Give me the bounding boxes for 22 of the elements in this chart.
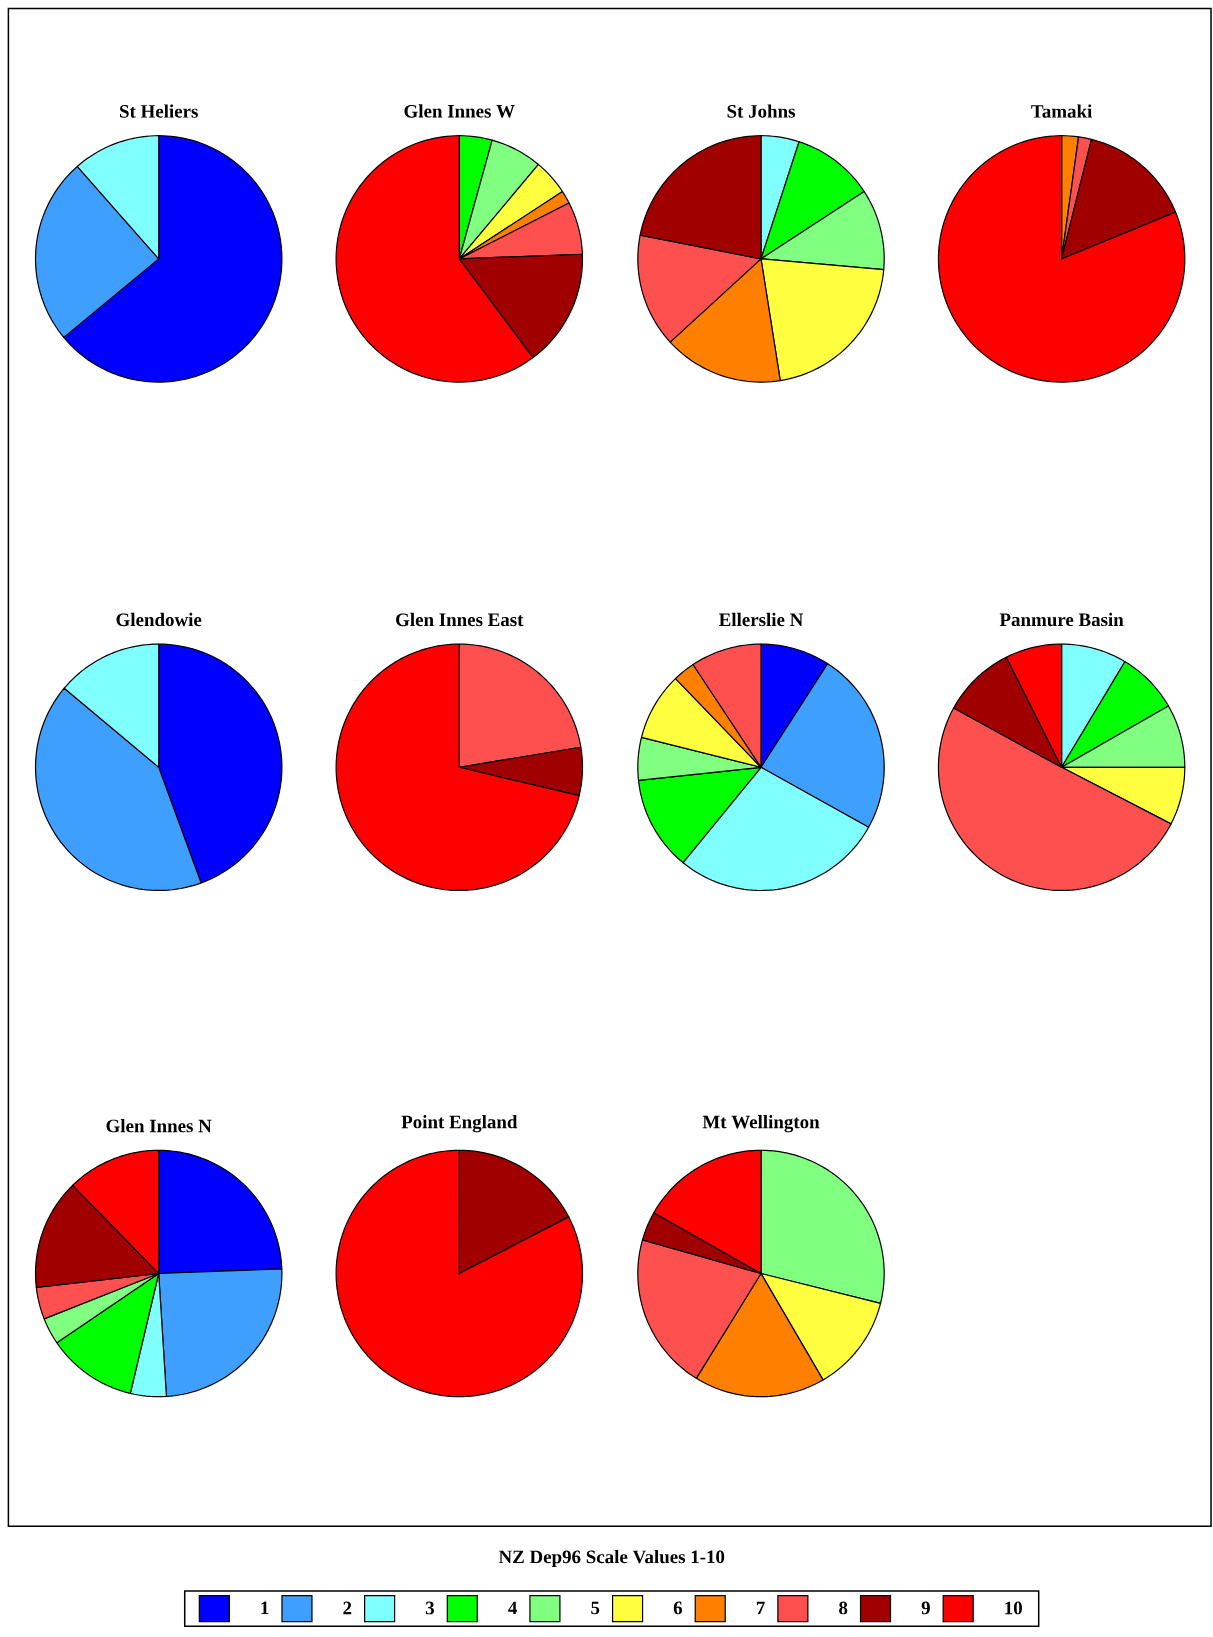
chart-title: Panmure Basin xyxy=(999,612,1124,627)
legend-label: 9 xyxy=(921,1601,930,1615)
legend-label: 6 xyxy=(673,1601,683,1615)
chart-title: Ellerslie N xyxy=(719,612,804,627)
chart-title: Mt Wellington xyxy=(702,1115,820,1133)
legend-label: 2 xyxy=(343,1601,352,1615)
chart-title: St Johns xyxy=(727,104,795,118)
chart-title: Point England xyxy=(401,1115,518,1133)
legend-label: 1 xyxy=(261,1601,269,1615)
chart-title: Glen Innes East xyxy=(396,612,524,627)
chart-title: Tamaki xyxy=(1031,104,1093,118)
chart-title: Glen Innes N xyxy=(106,1119,212,1133)
chart-title: St Heliers xyxy=(120,104,198,118)
legend-label: 5 xyxy=(591,1601,600,1615)
legend-label: 8 xyxy=(839,1601,848,1615)
legend-label: 3 xyxy=(425,1601,435,1615)
legend-label: 4 xyxy=(508,1601,517,1615)
legend-label: 10 xyxy=(1005,1601,1022,1615)
legend-title: NZ Dep96 Scale Values 1-10 xyxy=(498,1549,725,1568)
chart-title: Glendowie xyxy=(116,612,202,627)
chart-title: Glen Innes W xyxy=(404,104,515,118)
legend-label: 7 xyxy=(756,1601,765,1615)
